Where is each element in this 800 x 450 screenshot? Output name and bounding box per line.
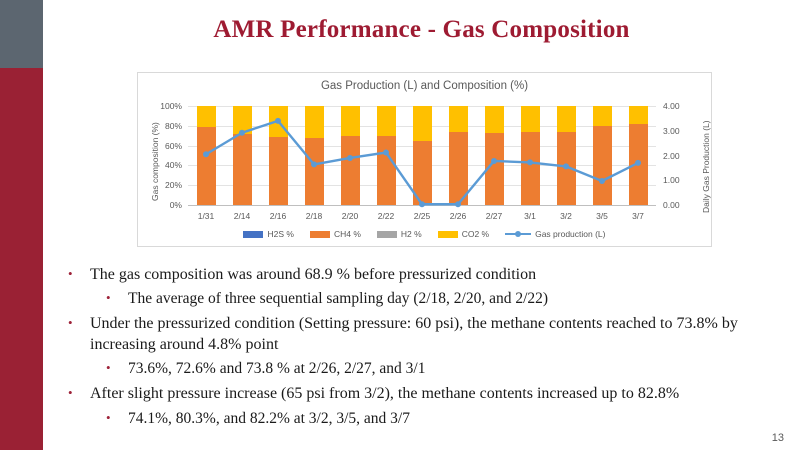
x-axis-tick: 1/31 <box>197 211 215 221</box>
gridline <box>188 205 656 206</box>
bullet-item: • The gas composition was around 68.9 % b… <box>64 265 776 285</box>
bar-segment-co2 <box>448 106 468 133</box>
right-axis-tick: 1.00 <box>663 175 680 186</box>
bullet-marker-icon: • <box>106 290 111 306</box>
bullet-item: • After slight pressure increase (65 psi … <box>64 384 776 404</box>
legend-item: H2 % <box>376 229 422 239</box>
x-axis-tick: 2/16 <box>269 211 287 221</box>
x-axis-tick: 2/20 <box>341 211 359 221</box>
bullet-item: • 73.6%, 72.6% and 73.8 % at 2/26, 2/27, … <box>64 359 776 379</box>
bullet-marker-icon: • <box>68 266 73 281</box>
right-axis-title: Daily Gas Production (L) <box>701 120 711 213</box>
legend-swatch-line <box>505 230 532 238</box>
bar-segment-co2 <box>592 106 612 126</box>
bar-segment-ch4 <box>484 133 504 205</box>
bullet-marker-icon: • <box>106 360 111 376</box>
left-axis-tick: 80% <box>164 120 182 131</box>
bar-segment-ch4 <box>448 132 468 205</box>
x-axis-tick: 2/26 <box>449 211 467 221</box>
x-axis-tick: 2/14 <box>233 211 251 221</box>
bullet-text: 73.6%, 72.6% and 73.8 % at 2/26, 2/27, a… <box>128 360 426 378</box>
bar-segment-ch4 <box>556 131 576 205</box>
x-axis-tick: 2/25 <box>413 211 431 221</box>
bar-segment-ch4 <box>304 137 324 205</box>
bullet-marker-icon: • <box>68 385 73 401</box>
bar-segment-ch4 <box>196 127 216 205</box>
bar-segment-ch4 <box>232 133 252 205</box>
legend-marker-icon <box>515 231 522 237</box>
bar-segment-co2 <box>304 106 324 138</box>
legend-swatch-h2 <box>376 230 397 238</box>
bullet-list: • The gas composition was around 68.9 % b… <box>64 260 776 428</box>
page-number: 13 <box>771 432 784 444</box>
legend-item: CH4 % <box>309 229 361 239</box>
left-axis-tick: 20% <box>164 180 182 191</box>
bar-segment-ch4 <box>520 131 540 205</box>
legend-label: H2S % <box>267 229 294 239</box>
legend-label: H2 % <box>400 229 422 239</box>
bullet-text: 74.1%, 80.3%, and 82.2% at 3/2, 3/5, and… <box>128 409 410 427</box>
bar-segment-co2 <box>268 106 288 138</box>
bar-segment-co2 <box>232 106 252 134</box>
x-axis-tick: 3/1 <box>524 211 536 221</box>
legend-label: CO2 % <box>461 229 490 239</box>
left-axis-tick: 0% <box>169 200 182 210</box>
chart-legend: H2S % CH4 % H2 % CO2 % Gas production (L) <box>138 229 711 239</box>
decoration-gray-block <box>0 0 43 68</box>
legend-swatch-h2s <box>243 230 264 238</box>
x-axis-tick: 3/5 <box>596 211 608 221</box>
x-axis-tick: 2/27 <box>485 211 503 221</box>
slide-title: AMR Performance - Gas Composition <box>213 16 630 43</box>
bar-segment-co2 <box>412 106 432 142</box>
bullet-text: Under the pressurized condition (Setting… <box>90 315 738 353</box>
legend-label: CH4 % <box>333 229 361 239</box>
bar-segment-co2 <box>340 106 360 137</box>
legend-item: Gas production (L) <box>505 229 606 239</box>
bullet-item: • The average of three sequential samplin… <box>64 289 776 309</box>
left-axis-tick: 100% <box>160 101 182 111</box>
x-axis-tick: 2/18 <box>305 211 323 221</box>
legend-item: H2S % <box>243 229 294 239</box>
left-axis-tick: 40% <box>164 160 182 171</box>
x-axis-tick: 2/22 <box>377 211 395 221</box>
bar-segment-co2 <box>196 106 216 128</box>
legend-swatch-co2 <box>437 230 458 238</box>
bar-segment-ch4 <box>628 123 648 205</box>
bullet-text: After slight pressure increase (65 psi f… <box>90 385 680 403</box>
chart-title: Gas Production (L) and Composition (%) <box>320 80 529 92</box>
bar-segment-co2 <box>484 106 504 134</box>
left-axis-tick: 60% <box>164 140 182 151</box>
bar-segment-ch4 <box>340 136 360 205</box>
bullet-text: The gas composition was around 68.9 % be… <box>90 266 537 283</box>
bullet-text: The average of three sequential sampling… <box>128 290 549 308</box>
bullet-item: • Under the pressurized condition (Settin… <box>64 314 776 355</box>
bar-segment-co2 <box>520 106 540 132</box>
right-axis-tick: 0.00 <box>663 200 680 210</box>
bar-segment-co2 <box>376 106 396 137</box>
legend-label: Gas production (L) <box>535 229 606 239</box>
right-axis-tick: 3.00 <box>663 125 680 136</box>
right-axis-tick: 4.00 <box>663 101 680 111</box>
legend-item: CO2 % <box>437 229 490 239</box>
bar-segment-ch4 <box>592 125 612 205</box>
gas-composition-chart: Gas Production (L) and Composition (%) G… <box>137 72 712 247</box>
bullet-marker-icon: • <box>106 409 111 425</box>
bar-segment-ch4 <box>268 137 288 205</box>
x-axis-tick: 3/7 <box>632 211 644 221</box>
bar-segment-co2 <box>556 106 576 132</box>
legend-swatch-ch4 <box>309 230 330 238</box>
bullet-item: • 74.1%, 80.3%, and 82.2% at 3/2, 3/5, an… <box>64 409 776 429</box>
bar-segment-ch4 <box>376 136 396 205</box>
bullet-marker-icon: • <box>68 315 73 331</box>
decoration-red-bar <box>0 68 43 450</box>
bar-segment-ch4 <box>412 141 432 205</box>
right-axis-tick: 2.00 <box>663 150 680 161</box>
x-axis-tick: 3/2 <box>560 211 572 221</box>
bar-segment-co2 <box>628 106 648 124</box>
